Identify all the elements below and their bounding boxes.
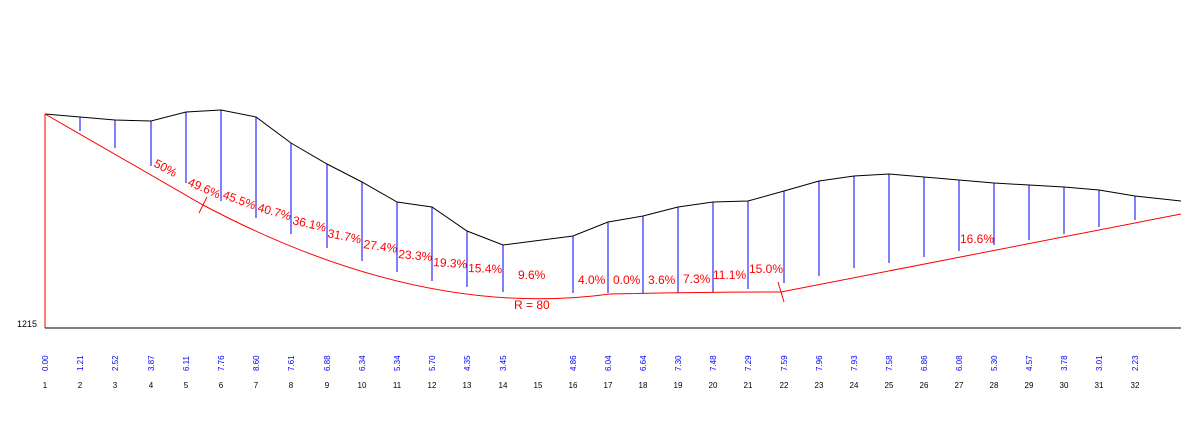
depth-value: 7.29 xyxy=(744,355,753,371)
station-number: 20 xyxy=(709,381,718,390)
depth-value: 7.58 xyxy=(885,355,894,371)
radius-label: R = 80 xyxy=(514,298,550,312)
station-number: 10 xyxy=(358,381,367,390)
grade-label: 15.0% xyxy=(749,262,783,276)
grade-label: 45.5% xyxy=(221,188,258,213)
station-number: 25 xyxy=(885,381,894,390)
depth-value: 3.45 xyxy=(499,355,508,371)
grade-label: 7.3% xyxy=(683,272,711,286)
depth-value: 6.08 xyxy=(955,355,964,371)
grade-label: 31.7% xyxy=(326,226,362,246)
station-number: 15 xyxy=(534,381,543,390)
grade-label: 27.4% xyxy=(363,237,399,256)
grade-label: 16.6% xyxy=(960,232,994,246)
curve-start-tick xyxy=(198,196,208,214)
depth-value: 7.96 xyxy=(815,355,824,371)
station-number: 17 xyxy=(604,381,613,390)
depth-value: 7.61 xyxy=(287,355,296,371)
station-number: 18 xyxy=(639,381,648,390)
grade-label: 36.1% xyxy=(291,213,328,234)
station-number: 8 xyxy=(289,381,294,390)
depth-value: 5.70 xyxy=(428,355,437,371)
station-number: 16 xyxy=(569,381,578,390)
station-number: 27 xyxy=(955,381,964,390)
depth-value: 0.00 xyxy=(41,355,50,371)
grade-label: 49.6% xyxy=(186,175,223,202)
depth-value: 2.52 xyxy=(111,355,120,371)
depth-value: 3.87 xyxy=(147,355,156,371)
station-number: 23 xyxy=(815,381,824,390)
station-number: 7 xyxy=(254,381,259,390)
station-number: 13 xyxy=(463,381,472,390)
depth-value: 6.64 xyxy=(639,355,648,371)
curve-end-tick xyxy=(777,281,785,303)
grade-label: 15.4% xyxy=(468,261,503,276)
depth-value: 7.30 xyxy=(674,355,683,371)
depth-value: 2.23 xyxy=(1131,355,1140,371)
depth-value: 6.04 xyxy=(604,355,613,371)
station-number: 3 xyxy=(113,381,118,390)
grade-label: 11.1% xyxy=(713,268,746,282)
depth-value: 6.88 xyxy=(323,355,332,371)
depth-value: 4.86 xyxy=(569,355,578,371)
depth-value: 6.11 xyxy=(182,355,191,371)
depth-value: 3.01 xyxy=(1095,355,1104,371)
depth-value: 8.60 xyxy=(252,355,261,371)
terrain-line xyxy=(44,109,1182,246)
grade-label: 19.3% xyxy=(433,255,468,271)
station-number: 22 xyxy=(780,381,789,390)
station-number: 26 xyxy=(920,381,929,390)
station-number: 5 xyxy=(184,381,189,390)
station-number: 28 xyxy=(990,381,999,390)
depth-value: 4.57 xyxy=(1025,355,1034,371)
depth-value: 7.59 xyxy=(780,355,789,371)
station-number: 24 xyxy=(850,381,859,390)
station-number: 11 xyxy=(393,381,402,390)
grade-label: 50% xyxy=(152,156,180,180)
grade-label: 3.6% xyxy=(648,273,676,287)
station-number: 9 xyxy=(325,381,330,390)
depth-value: 1.21 xyxy=(76,355,85,371)
depth-value: 6.86 xyxy=(920,355,929,371)
station-number: 2 xyxy=(78,381,83,390)
station-number: 1 xyxy=(43,381,48,390)
station-number: 31 xyxy=(1095,381,1104,390)
station-number: 12 xyxy=(428,381,437,390)
grade-label: 23.3% xyxy=(398,247,433,264)
station-labels: 1 2 3 4 5 6 7 8 9 10 11 12 13 14 15 16 17 18 19 20 21 22 23 24 2… xyxy=(43,381,1140,390)
grade-labels: 50%49.6%45.5%40.7%36.1%31.7% 27.4% 23.3% 19… xyxy=(152,156,995,287)
station-number: 21 xyxy=(744,381,753,390)
elevation-label: 1215 xyxy=(17,319,37,329)
depth-lines xyxy=(79,110,1136,294)
station-number: 14 xyxy=(499,381,508,390)
station-number: 32 xyxy=(1131,381,1140,390)
design-profile-line xyxy=(44,113,1182,300)
station-number: 30 xyxy=(1060,381,1069,390)
station-number: 6 xyxy=(219,381,224,390)
grade-label: 40.7% xyxy=(256,200,293,223)
depth-value: 7.76 xyxy=(217,355,226,371)
station-number: 29 xyxy=(1025,381,1034,390)
depth-value: 7.93 xyxy=(850,355,859,371)
depth-value: 3.78 xyxy=(1060,355,1069,371)
grade-label: 0.0% xyxy=(613,273,641,287)
station-number: 4 xyxy=(149,381,154,390)
depth-value: 7.48 xyxy=(709,355,718,371)
depth-value: 5.34 xyxy=(393,355,402,371)
depth-value: 4.35 xyxy=(463,355,472,371)
grade-label: 4.0% xyxy=(578,273,606,287)
station-number: 19 xyxy=(674,381,683,390)
grade-label: 9.6% xyxy=(518,268,546,282)
depth-value: 6.34 xyxy=(358,355,367,371)
depth-value: 5.30 xyxy=(990,355,999,371)
depth-labels: 0.00 1.21 2.52 3.87 6.11 7.76 8.60 7.61 6.88 6.34… xyxy=(41,355,1140,371)
